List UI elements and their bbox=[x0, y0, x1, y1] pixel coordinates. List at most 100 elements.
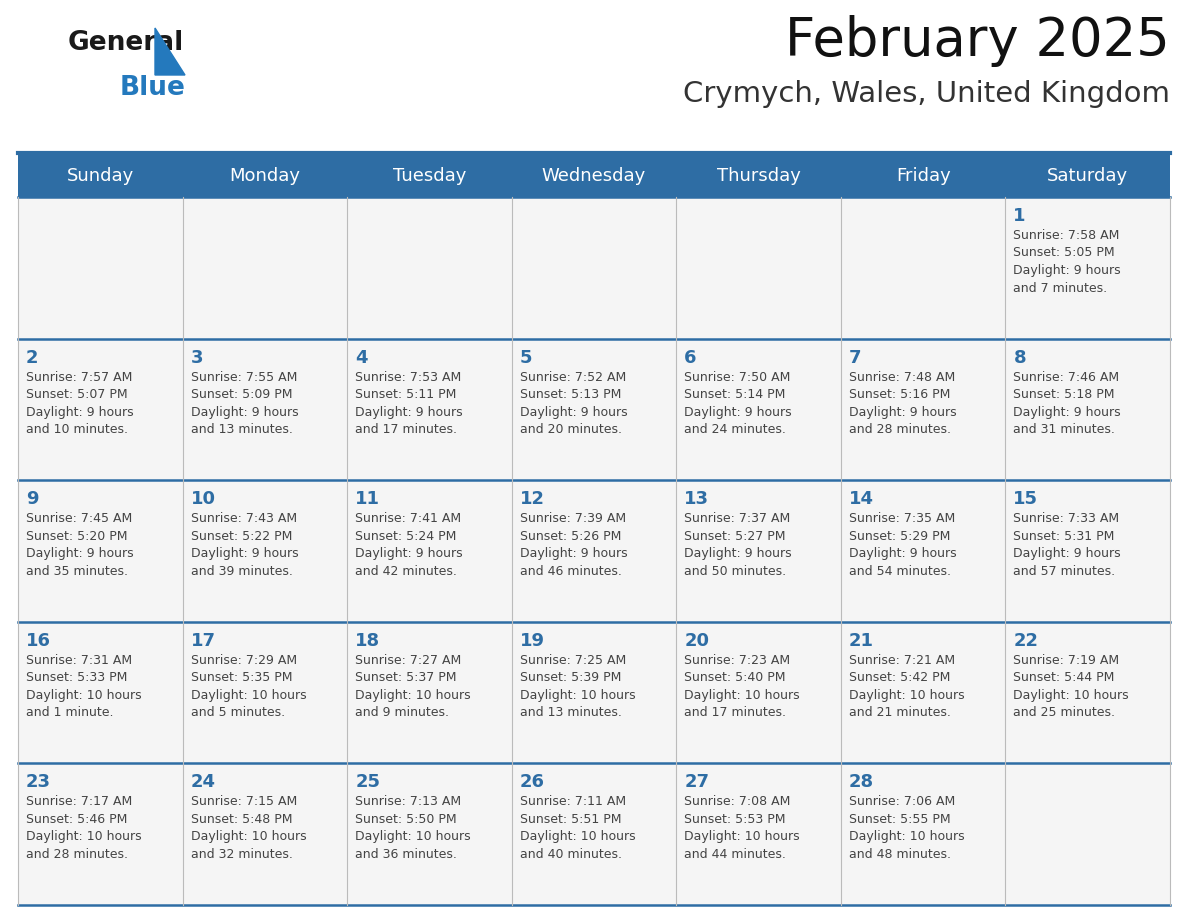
Bar bbox=[512, 480, 676, 621]
Bar bbox=[841, 480, 1005, 621]
Text: 24: 24 bbox=[190, 773, 215, 791]
Bar bbox=[183, 339, 347, 480]
Text: 11: 11 bbox=[355, 490, 380, 509]
Bar bbox=[1005, 621, 1170, 764]
Bar bbox=[18, 764, 183, 905]
Bar bbox=[1005, 480, 1170, 621]
Text: Sunrise: 7:57 AM
Sunset: 5:07 PM
Daylight: 9 hours
and 10 minutes.: Sunrise: 7:57 AM Sunset: 5:07 PM Dayligh… bbox=[26, 371, 133, 436]
Text: Sunrise: 7:35 AM
Sunset: 5:29 PM
Daylight: 9 hours
and 54 minutes.: Sunrise: 7:35 AM Sunset: 5:29 PM Dayligh… bbox=[849, 512, 956, 577]
Text: 9: 9 bbox=[26, 490, 38, 509]
Text: Sunrise: 7:58 AM
Sunset: 5:05 PM
Daylight: 9 hours
and 7 minutes.: Sunrise: 7:58 AM Sunset: 5:05 PM Dayligh… bbox=[1013, 229, 1121, 295]
Bar bbox=[347, 480, 512, 621]
Bar bbox=[183, 480, 347, 621]
Text: Sunrise: 7:52 AM
Sunset: 5:13 PM
Daylight: 9 hours
and 20 minutes.: Sunrise: 7:52 AM Sunset: 5:13 PM Dayligh… bbox=[519, 371, 627, 436]
Text: Blue: Blue bbox=[120, 75, 185, 101]
Bar bbox=[841, 197, 1005, 339]
Text: Sunrise: 7:21 AM
Sunset: 5:42 PM
Daylight: 10 hours
and 21 minutes.: Sunrise: 7:21 AM Sunset: 5:42 PM Dayligh… bbox=[849, 654, 965, 720]
Text: 10: 10 bbox=[190, 490, 215, 509]
Bar bbox=[18, 480, 183, 621]
Text: 4: 4 bbox=[355, 349, 367, 366]
Bar bbox=[841, 339, 1005, 480]
Text: 2: 2 bbox=[26, 349, 38, 366]
Text: Sunrise: 7:31 AM
Sunset: 5:33 PM
Daylight: 10 hours
and 1 minute.: Sunrise: 7:31 AM Sunset: 5:33 PM Dayligh… bbox=[26, 654, 141, 720]
Bar bbox=[512, 339, 676, 480]
Bar bbox=[676, 197, 841, 339]
Text: Sunrise: 7:37 AM
Sunset: 5:27 PM
Daylight: 9 hours
and 50 minutes.: Sunrise: 7:37 AM Sunset: 5:27 PM Dayligh… bbox=[684, 512, 792, 577]
Text: Sunrise: 7:25 AM
Sunset: 5:39 PM
Daylight: 10 hours
and 13 minutes.: Sunrise: 7:25 AM Sunset: 5:39 PM Dayligh… bbox=[519, 654, 636, 720]
Bar bbox=[512, 621, 676, 764]
Text: 19: 19 bbox=[519, 632, 545, 650]
Text: 7: 7 bbox=[849, 349, 861, 366]
Text: General: General bbox=[68, 30, 184, 56]
Text: Sunrise: 7:06 AM
Sunset: 5:55 PM
Daylight: 10 hours
and 48 minutes.: Sunrise: 7:06 AM Sunset: 5:55 PM Dayligh… bbox=[849, 795, 965, 861]
Bar bbox=[183, 197, 347, 339]
Text: Saturday: Saturday bbox=[1047, 167, 1129, 185]
Bar bbox=[347, 621, 512, 764]
Text: Sunrise: 7:46 AM
Sunset: 5:18 PM
Daylight: 9 hours
and 31 minutes.: Sunrise: 7:46 AM Sunset: 5:18 PM Dayligh… bbox=[1013, 371, 1121, 436]
Text: Thursday: Thursday bbox=[716, 167, 801, 185]
Text: Crymych, Wales, United Kingdom: Crymych, Wales, United Kingdom bbox=[683, 80, 1170, 108]
Text: Wednesday: Wednesday bbox=[542, 167, 646, 185]
Bar bbox=[18, 339, 183, 480]
Bar bbox=[676, 764, 841, 905]
Text: Sunrise: 7:45 AM
Sunset: 5:20 PM
Daylight: 9 hours
and 35 minutes.: Sunrise: 7:45 AM Sunset: 5:20 PM Dayligh… bbox=[26, 512, 133, 577]
Bar bbox=[1005, 197, 1170, 339]
Bar bbox=[347, 197, 512, 339]
Text: 12: 12 bbox=[519, 490, 545, 509]
Text: 26: 26 bbox=[519, 773, 545, 791]
Text: Sunrise: 7:33 AM
Sunset: 5:31 PM
Daylight: 9 hours
and 57 minutes.: Sunrise: 7:33 AM Sunset: 5:31 PM Dayligh… bbox=[1013, 512, 1121, 577]
Bar bbox=[1005, 764, 1170, 905]
Text: 22: 22 bbox=[1013, 632, 1038, 650]
Bar bbox=[347, 764, 512, 905]
Text: Sunrise: 7:39 AM
Sunset: 5:26 PM
Daylight: 9 hours
and 46 minutes.: Sunrise: 7:39 AM Sunset: 5:26 PM Dayligh… bbox=[519, 512, 627, 577]
Text: Sunrise: 7:27 AM
Sunset: 5:37 PM
Daylight: 10 hours
and 9 minutes.: Sunrise: 7:27 AM Sunset: 5:37 PM Dayligh… bbox=[355, 654, 470, 720]
Text: Sunrise: 7:17 AM
Sunset: 5:46 PM
Daylight: 10 hours
and 28 minutes.: Sunrise: 7:17 AM Sunset: 5:46 PM Dayligh… bbox=[26, 795, 141, 861]
Text: 8: 8 bbox=[1013, 349, 1026, 366]
Bar bbox=[841, 621, 1005, 764]
Bar bbox=[183, 764, 347, 905]
Text: Sunrise: 7:19 AM
Sunset: 5:44 PM
Daylight: 10 hours
and 25 minutes.: Sunrise: 7:19 AM Sunset: 5:44 PM Dayligh… bbox=[1013, 654, 1129, 720]
Bar bbox=[676, 480, 841, 621]
Text: 1: 1 bbox=[1013, 207, 1026, 225]
Polygon shape bbox=[154, 28, 185, 75]
Text: Sunrise: 7:15 AM
Sunset: 5:48 PM
Daylight: 10 hours
and 32 minutes.: Sunrise: 7:15 AM Sunset: 5:48 PM Dayligh… bbox=[190, 795, 307, 861]
Text: Sunrise: 7:29 AM
Sunset: 5:35 PM
Daylight: 10 hours
and 5 minutes.: Sunrise: 7:29 AM Sunset: 5:35 PM Dayligh… bbox=[190, 654, 307, 720]
Bar bbox=[347, 339, 512, 480]
Text: Sunrise: 7:41 AM
Sunset: 5:24 PM
Daylight: 9 hours
and 42 minutes.: Sunrise: 7:41 AM Sunset: 5:24 PM Dayligh… bbox=[355, 512, 463, 577]
Text: 16: 16 bbox=[26, 632, 51, 650]
Text: Sunrise: 7:48 AM
Sunset: 5:16 PM
Daylight: 9 hours
and 28 minutes.: Sunrise: 7:48 AM Sunset: 5:16 PM Dayligh… bbox=[849, 371, 956, 436]
Text: 23: 23 bbox=[26, 773, 51, 791]
Text: 15: 15 bbox=[1013, 490, 1038, 509]
Text: 5: 5 bbox=[519, 349, 532, 366]
Text: 18: 18 bbox=[355, 632, 380, 650]
Text: 17: 17 bbox=[190, 632, 215, 650]
Bar bbox=[512, 764, 676, 905]
Bar bbox=[18, 621, 183, 764]
Text: Sunrise: 7:53 AM
Sunset: 5:11 PM
Daylight: 9 hours
and 17 minutes.: Sunrise: 7:53 AM Sunset: 5:11 PM Dayligh… bbox=[355, 371, 463, 436]
Bar bbox=[18, 155, 1170, 197]
Text: 27: 27 bbox=[684, 773, 709, 791]
Text: Sunrise: 7:08 AM
Sunset: 5:53 PM
Daylight: 10 hours
and 44 minutes.: Sunrise: 7:08 AM Sunset: 5:53 PM Dayligh… bbox=[684, 795, 800, 861]
Bar bbox=[18, 197, 183, 339]
Text: Sunrise: 7:50 AM
Sunset: 5:14 PM
Daylight: 9 hours
and 24 minutes.: Sunrise: 7:50 AM Sunset: 5:14 PM Dayligh… bbox=[684, 371, 792, 436]
Bar bbox=[676, 339, 841, 480]
Text: Sunrise: 7:43 AM
Sunset: 5:22 PM
Daylight: 9 hours
and 39 minutes.: Sunrise: 7:43 AM Sunset: 5:22 PM Dayligh… bbox=[190, 512, 298, 577]
Text: Friday: Friday bbox=[896, 167, 950, 185]
Text: 28: 28 bbox=[849, 773, 874, 791]
Bar bbox=[512, 197, 676, 339]
Text: 20: 20 bbox=[684, 632, 709, 650]
Text: Tuesday: Tuesday bbox=[393, 167, 466, 185]
Text: Sunrise: 7:13 AM
Sunset: 5:50 PM
Daylight: 10 hours
and 36 minutes.: Sunrise: 7:13 AM Sunset: 5:50 PM Dayligh… bbox=[355, 795, 470, 861]
Text: Sunrise: 7:55 AM
Sunset: 5:09 PM
Daylight: 9 hours
and 13 minutes.: Sunrise: 7:55 AM Sunset: 5:09 PM Dayligh… bbox=[190, 371, 298, 436]
Text: 6: 6 bbox=[684, 349, 697, 366]
Bar bbox=[183, 621, 347, 764]
Text: 3: 3 bbox=[190, 349, 203, 366]
Text: 21: 21 bbox=[849, 632, 874, 650]
Text: Sunrise: 7:11 AM
Sunset: 5:51 PM
Daylight: 10 hours
and 40 minutes.: Sunrise: 7:11 AM Sunset: 5:51 PM Dayligh… bbox=[519, 795, 636, 861]
Bar bbox=[676, 621, 841, 764]
Text: 14: 14 bbox=[849, 490, 874, 509]
Bar bbox=[841, 764, 1005, 905]
Text: Monday: Monday bbox=[229, 167, 301, 185]
Text: 13: 13 bbox=[684, 490, 709, 509]
Text: 25: 25 bbox=[355, 773, 380, 791]
